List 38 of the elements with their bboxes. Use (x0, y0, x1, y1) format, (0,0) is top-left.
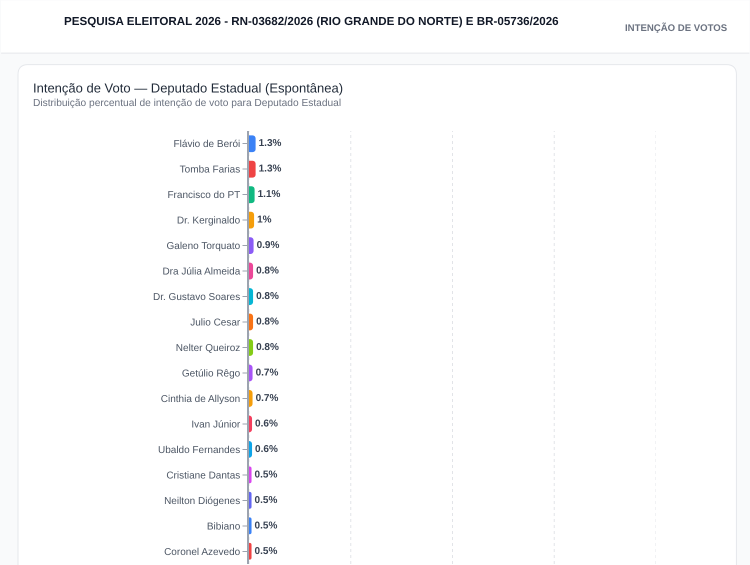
y-tick-label: Flávio de Berói (174, 139, 240, 150)
y-tick-label: Ivan Júnior (191, 419, 241, 430)
y-tick-label: Getúlio Rêgo (182, 368, 241, 380)
data-label: 0.9% (256, 240, 280, 252)
text: PESQUISA ELEITORAL 2026 - RN-03682/2026 (RIO GRANDE DO NORTE) E BR-05736/2026 (64, 15, 560, 28)
data-label: 0.8% (256, 266, 279, 277)
y-tick-label: Francisco do PT (167, 190, 240, 202)
data-label: 0.5% (254, 469, 278, 480)
data-label: 1.1% (258, 189, 280, 200)
chart-subtitle: Distribuição percentual de intenção de voto para Deputado Estadual (33, 98, 342, 109)
y-tick-label: Tomba Farias (180, 164, 240, 176)
y-tick-label: Neilton Diógenes (164, 496, 240, 507)
data-label: 0.7% (256, 392, 278, 404)
data-label: 0.8% (256, 342, 279, 353)
data-label: 1% (257, 214, 272, 226)
data-label: 0.5% (254, 494, 278, 506)
data-label: 0.8% (256, 316, 279, 328)
y-tick-label: Dra Júlia Almeida (162, 266, 241, 278)
y-tick-label: Nelter Queiroz (176, 343, 240, 354)
data-label: 0.6% (255, 418, 278, 430)
y-tick-label: Bibiano (206, 521, 241, 532)
data-label: 1.3% (258, 138, 282, 150)
data-label: 0.8% (256, 291, 279, 302)
y-tick-label: Coronel Azevedo (164, 546, 241, 558)
y-tick-label: Dr. Gustavo Soares (152, 292, 240, 304)
y-tick-label: Cristiane Dantas (166, 470, 240, 482)
data-label: 1.3% (258, 164, 282, 175)
data-label: 0.7% (256, 367, 278, 378)
chart-title: Intenção de Voto — Deputado Estadual (Espontânea) (33, 80, 344, 96)
y-tick-label: Julio Cesar (190, 318, 241, 329)
data-label: 0.5% (254, 520, 278, 532)
y-tick-label: Dr. Kerginaldo (176, 216, 241, 227)
y-tick-label: Cinthia de Allyson (160, 394, 240, 405)
data-label: 0.6% (255, 444, 278, 455)
data-label: 0.5% (254, 546, 278, 557)
text: INTENÇÃO DE VOTOS (625, 22, 728, 34)
y-tick-label: Galeno Torquato (166, 241, 241, 252)
y-tick-label: Ubaldo Fernandes (158, 444, 240, 456)
